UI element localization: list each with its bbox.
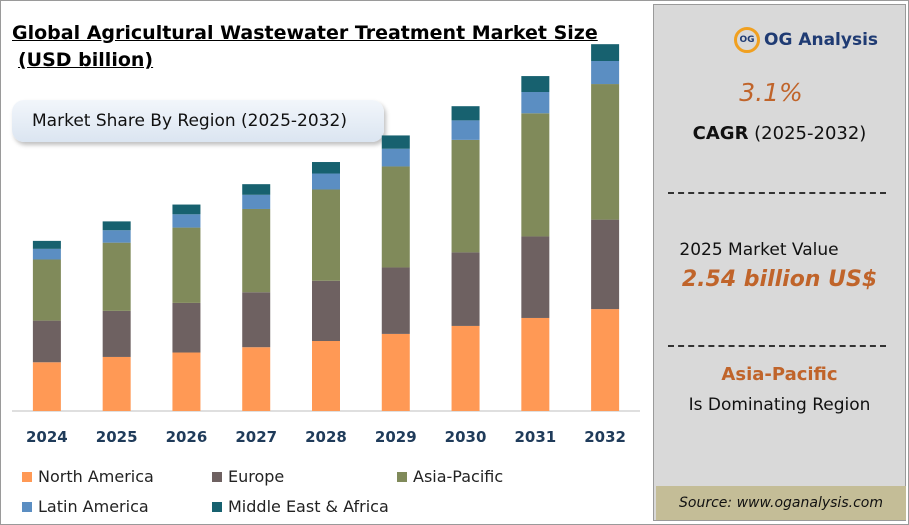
legend-swatch <box>212 471 222 482</box>
divider-bottom <box>668 345 886 347</box>
bar-2028-north-america <box>312 341 340 411</box>
bar-2029-europe <box>381 267 410 334</box>
cagr-label: CAGR (2025-2032) <box>653 123 906 144</box>
dominating-region: Asia-Pacific <box>721 364 838 385</box>
x-tick-label-2030: 2030 <box>445 428 487 446</box>
bar-2032-middle-east-africa <box>591 44 620 62</box>
bar-2025-europe <box>102 310 131 357</box>
legend-swatch <box>22 471 32 482</box>
legend-label: Europe <box>228 467 285 486</box>
bar-2024-middle-east-africa <box>32 240 61 249</box>
region-pill-label: Market Share By Region (2025-2032) <box>32 111 347 131</box>
legend-item-europe: Europe <box>212 467 284 486</box>
summary-panel <box>653 4 906 521</box>
bar-2031-middle-east-africa <box>521 76 550 93</box>
x-tick-label-2028: 2028 <box>305 428 347 446</box>
bar-2030-north-america <box>451 325 480 411</box>
logo-text: OG Analysis <box>764 30 879 50</box>
bar-2025-north-america <box>102 356 131 411</box>
x-tick-label-2032: 2032 <box>584 428 626 446</box>
bar-2030-asia-pacific <box>451 139 480 253</box>
legend-label: Middle East & Africa <box>228 497 389 516</box>
legend-swatch <box>212 501 222 512</box>
bar-2030-latin-america <box>451 120 480 140</box>
og-logo-icon: OG <box>734 27 760 53</box>
bar-2028-europe <box>312 280 340 342</box>
bar-2027-north-america <box>242 347 271 411</box>
legend-label: Latin America <box>38 497 149 516</box>
bar-2025-asia-pacific <box>102 242 131 311</box>
bar-2032-north-america <box>591 309 620 411</box>
market-value-label: 2025 Market Value <box>679 240 839 260</box>
x-tick-label-2024: 2024 <box>26 428 68 446</box>
bar-2027-latin-america <box>242 194 271 209</box>
stacked-bar-chart: 2024 2025 2026 2027 2028 2029 2030 2031 2032 <box>12 44 640 446</box>
bar-2032-latin-america <box>591 61 620 85</box>
chart-legend: North America Europe Asia-Pacific Latin Ame… <box>22 465 642 521</box>
cagr-label-period: (2025-2032) <box>748 123 867 144</box>
bar-2031-asia-pacific <box>521 113 550 237</box>
dominating-region-label: Is Dominating Region <box>688 395 871 415</box>
legend-item-asia-pacific: Asia-Pacific <box>397 467 503 486</box>
bar-2029-latin-america <box>381 148 410 167</box>
x-tick-label-2029: 2029 <box>375 428 417 446</box>
chart-title: Global Agricultural Wastewater Treatment… <box>12 20 632 74</box>
title-line-2: (USD billion) <box>18 49 154 71</box>
bar-2032-europe <box>591 219 620 310</box>
bar-2029-north-america <box>381 333 410 411</box>
og-analysis-logo: OG OG Analysis <box>734 24 884 56</box>
bar-2024-asia-pacific <box>32 259 61 321</box>
source-citation: Source: www.oganalysis.com <box>656 486 906 520</box>
title-line-1: Global Agricultural Wastewater Treatment… <box>12 22 598 44</box>
bar-2027-middle-east-africa <box>242 184 271 195</box>
market-value: 2.54 billion US$ <box>681 267 878 292</box>
bar-2028-middle-east-africa <box>312 162 340 174</box>
x-tick-label-2025: 2025 <box>96 428 138 446</box>
legend-item-middle-east-africa: Middle East & Africa <box>212 497 389 516</box>
bar-2028-asia-pacific <box>312 189 340 281</box>
x-tick-label-2031: 2031 <box>514 428 556 446</box>
legend-item-latin-america: Latin America <box>22 497 149 516</box>
bar-2024-europe <box>32 320 61 363</box>
bar-2024-latin-america <box>32 248 61 260</box>
bar-2026-latin-america <box>172 214 201 228</box>
bar-2031-latin-america <box>521 92 550 114</box>
market-share-region-pill: Market Share By Region (2025-2032) <box>12 100 384 142</box>
bar-2025-middle-east-africa <box>102 221 131 231</box>
legend-label: Asia-Pacific <box>413 467 504 486</box>
bar-2027-asia-pacific <box>242 208 271 293</box>
bar-2026-middle-east-africa <box>172 204 201 215</box>
cagr-label-bold: CAGR <box>692 123 749 144</box>
legend-label: North America <box>38 467 154 486</box>
x-tick-label-2027: 2027 <box>235 428 277 446</box>
bar-2026-north-america <box>172 352 201 411</box>
bar-2029-asia-pacific <box>381 166 410 268</box>
bar-2025-latin-america <box>102 230 131 243</box>
divider-top <box>668 192 886 194</box>
bar-2029-middle-east-africa <box>381 135 410 149</box>
legend-item-north-america: North America <box>22 467 154 486</box>
legend-swatch <box>397 471 407 482</box>
x-tick-label-2026: 2026 <box>166 428 208 446</box>
bar-2030-middle-east-africa <box>451 106 480 121</box>
bar-2031-north-america <box>521 317 550 411</box>
bar-2027-europe <box>242 292 271 348</box>
legend-swatch <box>22 501 32 512</box>
bar-2028-latin-america <box>312 173 340 190</box>
cagr-value: 3.1% <box>739 78 803 107</box>
bar-2030-europe <box>451 252 480 326</box>
bar-2024-north-america <box>32 362 61 411</box>
bar-2026-asia-pacific <box>172 227 201 303</box>
bar-2032-asia-pacific <box>591 84 620 220</box>
bar-2031-europe <box>521 236 550 318</box>
bar-2026-europe <box>172 302 201 353</box>
